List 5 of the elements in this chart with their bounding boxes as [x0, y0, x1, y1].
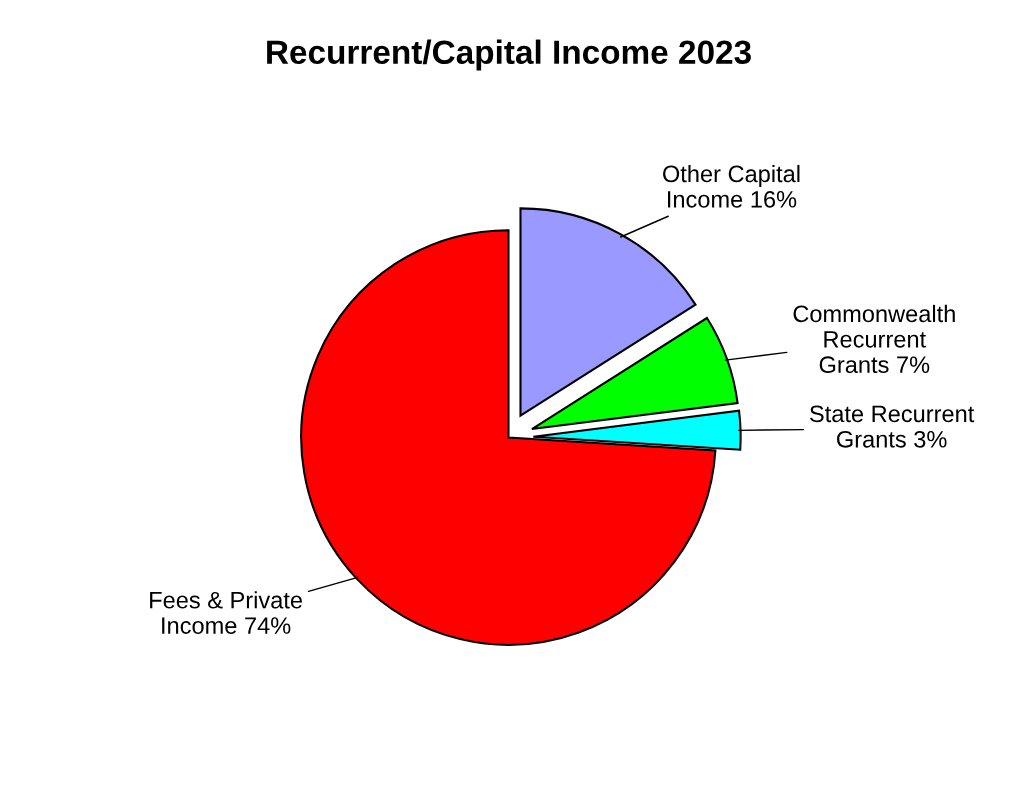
slice-label: Fees & Private Income 74% — [150, 591, 302, 634]
slice-label: State Recurrent Grants 3% — [810, 405, 975, 448]
chart-title: Recurrent/Capital Income 2023 — [267, 39, 751, 71]
slice-label: Other Capital Income 16% — [663, 164, 800, 208]
slice-label: Commonwealth Recurrent Grants 7% — [793, 304, 955, 374]
